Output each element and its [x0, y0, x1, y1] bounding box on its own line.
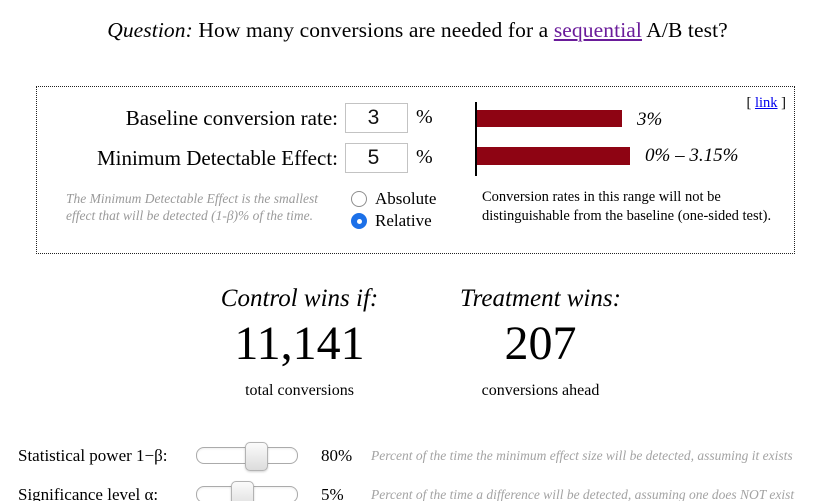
permalink-bracket-open: [ — [746, 95, 755, 111]
control-caption: total conversions — [245, 382, 354, 399]
title-text-after: A/B test? — [641, 18, 728, 42]
power-slider-label: Statistical power 1−β: — [18, 445, 168, 465]
control-value: 11,141 — [234, 317, 365, 370]
power-slider-note: Percent of the time the minimum effect s… — [371, 447, 793, 463]
baseline-bar — [477, 110, 622, 127]
alpha-slider-value: 5% — [321, 484, 344, 501]
power-slider-thumb[interactable] — [244, 441, 268, 471]
question-label: Question: — [107, 18, 193, 42]
power-slider-value: 80% — [321, 445, 353, 465]
mde-explanation-note: The Minimum Detectable Effect is the sma… — [66, 191, 318, 223]
alpha-slider-row: Significance level α: 5% Percent of the … — [18, 480, 828, 501]
alpha-slider-label: Significance level α: — [18, 484, 159, 501]
radio-option-relative[interactable]: Relative — [351, 210, 436, 231]
power-slider[interactable] — [196, 441, 298, 471]
control-heading: Control wins if: — [220, 285, 379, 312]
radio-option-absolute[interactable]: Absolute — [351, 188, 436, 209]
range-bar-label: 0% – 3.15% — [645, 145, 739, 166]
treatment-caption: conversions ahead — [481, 382, 600, 399]
mde-input[interactable] — [345, 143, 408, 173]
control-result: Control wins if: 11,141 total conversion… — [200, 284, 400, 400]
radio-label-absolute[interactable]: Absolute — [375, 188, 437, 208]
baseline-rate-input[interactable] — [345, 103, 408, 133]
sequential-link[interactable]: sequential — [553, 18, 642, 42]
baseline-rate-label: Baseline conversion rate: — [125, 106, 338, 130]
title-text-before: How many conversions are needed for a — [192, 18, 554, 42]
alpha-slider-note: Percent of the time a difference will be… — [371, 486, 795, 501]
chart-axis-line — [475, 102, 477, 176]
alpha-slider[interactable] — [196, 480, 298, 501]
chart-caption: Conversion rates in this range will not … — [482, 189, 772, 224]
mde-percent-sign: % — [416, 146, 433, 168]
range-bar — [477, 147, 630, 165]
sliders-section: Statistical power 1−β: 80% Percent of th… — [18, 441, 828, 501]
permalink-bracket-close: ] — [777, 95, 786, 111]
parameters-panel: Baseline conversion rate: % Minimum Dete… — [36, 86, 795, 254]
alpha-slider-thumb[interactable] — [231, 480, 254, 501]
treatment-value: 207 — [504, 317, 577, 370]
permalink-link[interactable]: link — [754, 95, 778, 111]
radio-label-relative[interactable]: Relative — [375, 210, 432, 230]
permalink-container: [ link ] — [747, 95, 787, 112]
effect-type-radio-group: Absolute Relative — [351, 188, 436, 232]
mde-label: Minimum Detectable Effect: — [96, 146, 338, 170]
baseline-bar-label: 3% — [637, 109, 663, 130]
baseline-percent-sign: % — [416, 106, 433, 128]
radio-button-absolute[interactable] — [351, 190, 367, 207]
results-section: Control wins if: 11,141 total conversion… — [0, 284, 835, 400]
page-title: Question: How many conversions are neede… — [0, 18, 835, 43]
treatment-heading: Treatment wins: — [460, 285, 621, 312]
treatment-result: Treatment wins: 207 conversions ahead — [446, 284, 636, 400]
power-slider-row: Statistical power 1−β: 80% Percent of th… — [18, 441, 828, 471]
radio-button-relative[interactable] — [351, 212, 367, 229]
